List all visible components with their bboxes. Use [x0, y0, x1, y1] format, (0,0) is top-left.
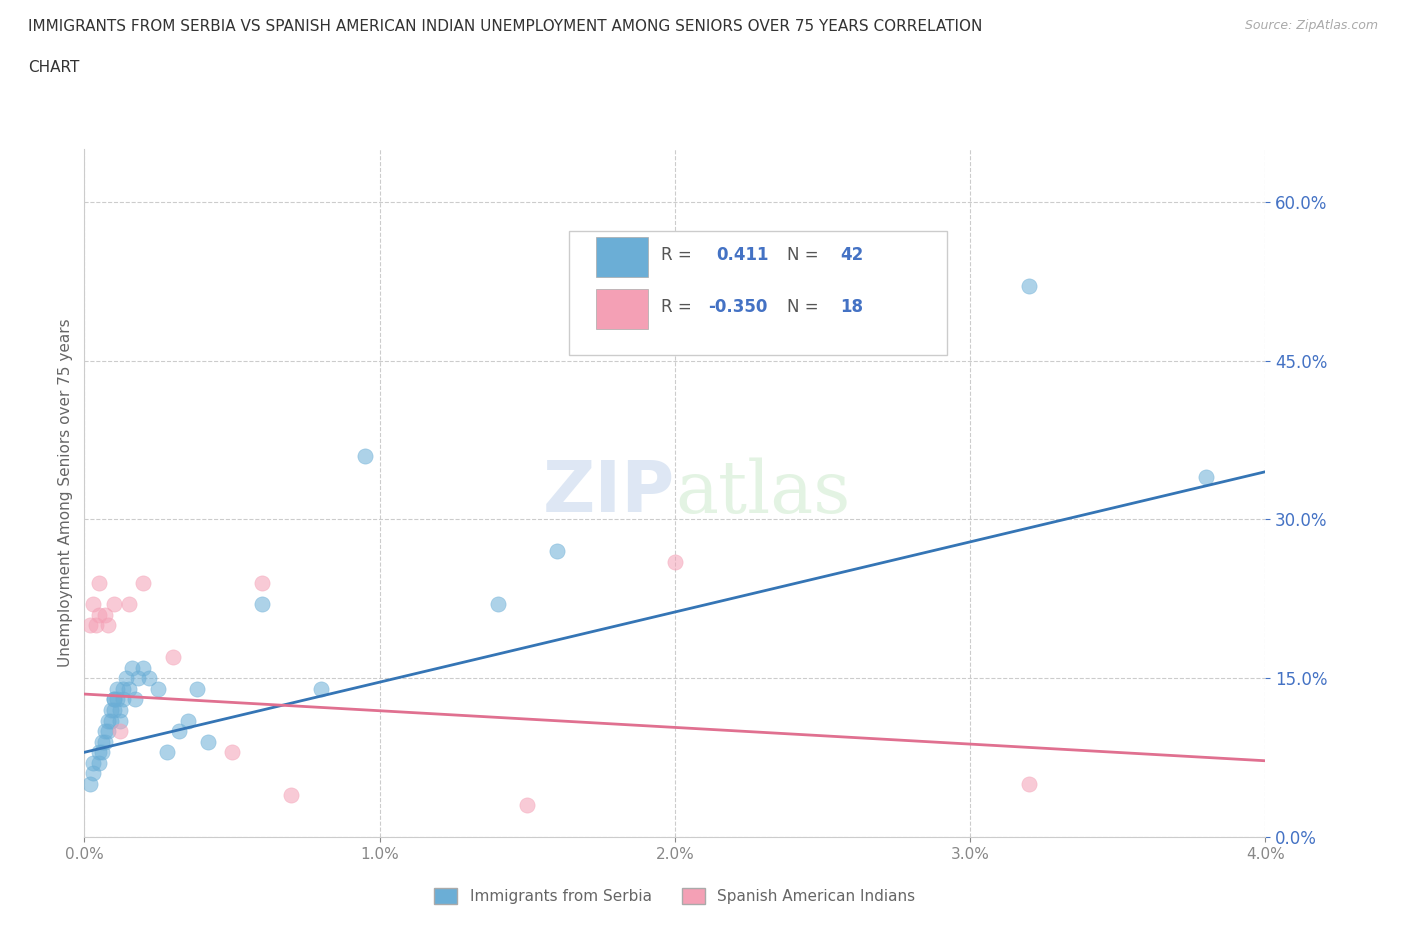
Point	[100, 713, 122, 728]
Point	[103, 692, 125, 707]
Point	[138, 671, 160, 685]
Point	[664, 554, 686, 569]
Text: N =: N =	[787, 299, 824, 316]
Point	[280, 787, 302, 802]
FancyBboxPatch shape	[568, 232, 946, 355]
Point	[309, 682, 332, 697]
Text: -0.350: -0.350	[709, 299, 768, 316]
Point	[97, 618, 120, 632]
Point	[162, 649, 184, 664]
Point	[82, 755, 104, 770]
Point	[87, 607, 111, 622]
Point	[546, 544, 568, 559]
Point	[1018, 777, 1040, 791]
Point	[250, 597, 273, 612]
Point	[1018, 279, 1040, 294]
Point	[167, 724, 190, 738]
Text: N =: N =	[787, 246, 824, 264]
Text: R =: R =	[661, 246, 697, 264]
Point	[186, 682, 208, 697]
Point	[91, 735, 114, 750]
Point	[100, 702, 122, 717]
Point	[87, 576, 111, 591]
Point	[94, 607, 117, 622]
Point	[118, 597, 141, 612]
Legend: Immigrants from Serbia, Spanish American Indians: Immigrants from Serbia, Spanish American…	[427, 881, 922, 912]
Point	[97, 713, 120, 728]
FancyBboxPatch shape	[596, 288, 648, 329]
Point	[156, 745, 179, 760]
Point	[79, 618, 101, 632]
Point	[103, 692, 125, 707]
Point	[354, 448, 377, 463]
Point	[111, 692, 134, 707]
Point	[94, 724, 117, 738]
Text: 0.411: 0.411	[716, 246, 769, 264]
FancyBboxPatch shape	[596, 237, 648, 277]
Point	[177, 713, 200, 728]
Point	[108, 724, 131, 738]
Point	[91, 745, 114, 760]
Point	[197, 735, 219, 750]
Point	[87, 755, 111, 770]
Point	[79, 777, 101, 791]
Point	[124, 692, 146, 707]
Point	[97, 724, 120, 738]
Point	[103, 597, 125, 612]
Text: 42: 42	[841, 246, 863, 264]
Text: R =: R =	[661, 299, 697, 316]
Point	[118, 682, 141, 697]
Text: 18: 18	[841, 299, 863, 316]
Point	[132, 576, 155, 591]
Text: CHART: CHART	[28, 60, 80, 75]
Point	[111, 682, 134, 697]
Point	[84, 618, 107, 632]
Point	[486, 597, 509, 612]
Point	[108, 713, 131, 728]
Text: ZIP: ZIP	[543, 458, 675, 527]
Point	[105, 682, 128, 697]
Point	[94, 735, 117, 750]
Point	[103, 702, 125, 717]
Point	[148, 682, 170, 697]
Point	[1195, 470, 1218, 485]
Point	[108, 702, 131, 717]
Text: Source: ZipAtlas.com: Source: ZipAtlas.com	[1244, 19, 1378, 32]
Point	[82, 597, 104, 612]
Point	[127, 671, 149, 685]
Point	[516, 798, 538, 813]
Text: IMMIGRANTS FROM SERBIA VS SPANISH AMERICAN INDIAN UNEMPLOYMENT AMONG SENIORS OVE: IMMIGRANTS FROM SERBIA VS SPANISH AMERIC…	[28, 19, 983, 33]
Point	[82, 766, 104, 781]
Point	[132, 660, 155, 675]
Y-axis label: Unemployment Among Seniors over 75 years: Unemployment Among Seniors over 75 years	[58, 319, 73, 667]
Point	[250, 576, 273, 591]
Point	[121, 660, 143, 675]
Text: atlas: atlas	[675, 458, 851, 528]
Point	[105, 692, 128, 707]
Point	[114, 671, 136, 685]
Point	[87, 745, 111, 760]
Point	[221, 745, 243, 760]
